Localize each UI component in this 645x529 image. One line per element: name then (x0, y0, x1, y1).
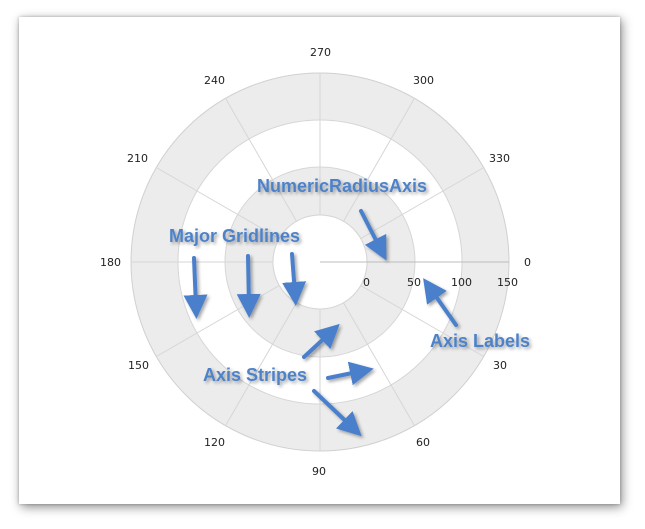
callout-major-gridlines: Major Gridlines (169, 226, 300, 246)
arrow-gridline-3 (282, 252, 307, 306)
angle-label-240: 240 (204, 74, 225, 87)
radius-label-50: 50 (407, 276, 421, 289)
angle-label-300: 300 (413, 74, 434, 87)
arrow-stripe-2 (326, 361, 374, 386)
angle-label-330: 330 (489, 152, 510, 165)
angle-label-0: 0 (524, 256, 531, 269)
arrow-radius-axis (359, 209, 387, 261)
callout-arrows (183, 209, 458, 437)
angle-axis-labels: 0 30 60 90 120 150 180 210 240 270 300 3… (100, 46, 531, 478)
callout-axis-labels: Axis Labels (430, 331, 530, 351)
angle-label-60: 60 (416, 436, 430, 449)
radius-label-100: 100 (451, 276, 472, 289)
angle-label-120: 120 (204, 436, 225, 449)
angle-label-270: 270 (310, 46, 331, 59)
arrow-stripe-1 (302, 323, 340, 359)
radius-axis-labels: 0 50 100 150 (363, 276, 518, 289)
callout-numeric-radius-axis: NumericRadiusAxis (257, 176, 427, 196)
angle-label-180: 180 (100, 256, 121, 269)
radius-label-0: 0 (363, 276, 370, 289)
angle-label-30: 30 (493, 359, 507, 372)
radius-label-150: 150 (497, 276, 518, 289)
arrow-gridline-1 (183, 256, 208, 319)
angle-label-210: 210 (127, 152, 148, 165)
arrow-stripe-3 (312, 389, 362, 437)
arrow-axis-labels (423, 278, 458, 327)
arrow-gridline-2 (236, 254, 261, 318)
angle-label-150: 150 (128, 359, 149, 372)
angle-label-90: 90 (312, 465, 326, 478)
callout-axis-stripes: Axis Stripes (203, 365, 307, 385)
